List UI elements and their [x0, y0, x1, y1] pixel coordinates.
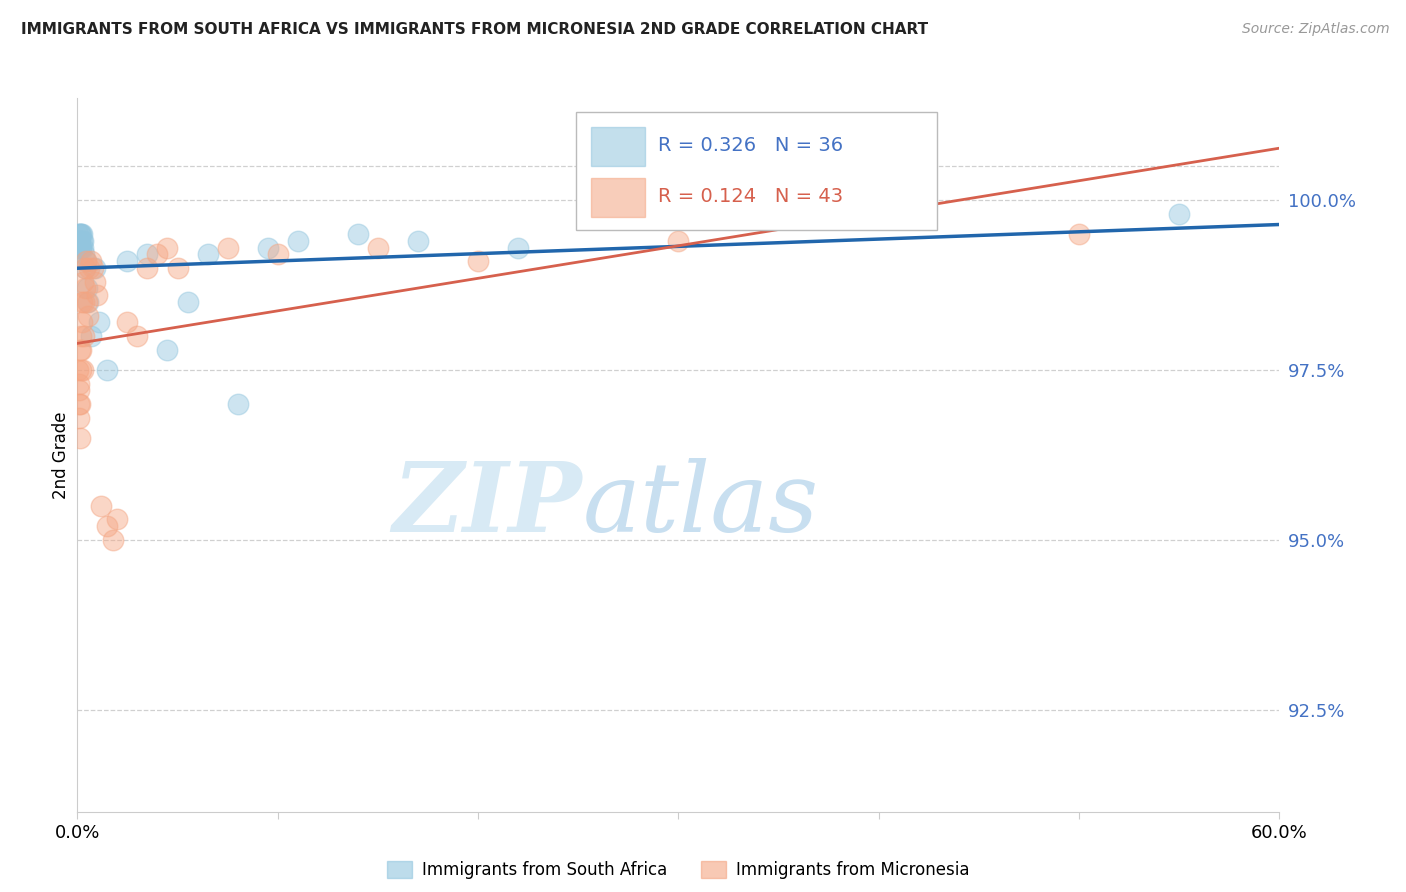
Point: [89, 315, 111, 329]
Point: [72, 275, 94, 289]
Point: [73, 329, 96, 343]
Point: [82, 260, 104, 275]
Point: [217, 241, 239, 255]
Point: [75, 254, 97, 268]
Point: [67, 397, 90, 411]
Point: [80, 254, 103, 268]
Text: Source: ZipAtlas.com: Source: ZipAtlas.com: [1241, 22, 1389, 37]
Point: [69, 343, 91, 357]
Point: [86, 288, 108, 302]
Point: [75, 260, 97, 275]
Y-axis label: 2nd Grade: 2nd Grade: [52, 411, 70, 499]
Legend: Immigrants from South Africa, Immigrants from Micronesia: Immigrants from South Africa, Immigrants…: [381, 854, 976, 886]
Point: [156, 241, 179, 255]
Point: [69, 363, 91, 377]
Point: [73, 247, 96, 261]
Point: [668, 234, 690, 248]
Text: R = 0.326   N = 36: R = 0.326 N = 36: [658, 136, 844, 155]
Point: [84, 275, 107, 289]
Point: [69, 227, 91, 241]
Point: [367, 241, 389, 255]
Point: [69, 227, 91, 241]
Point: [117, 254, 139, 268]
Point: [136, 260, 159, 275]
Point: [1069, 227, 1091, 241]
Point: [70, 241, 93, 255]
Point: [347, 227, 370, 241]
Point: [69, 397, 91, 411]
Point: [96, 363, 118, 377]
Point: [69, 241, 91, 255]
Point: [136, 247, 159, 261]
Point: [67, 234, 90, 248]
Point: [197, 247, 219, 261]
Point: [72, 234, 94, 248]
FancyBboxPatch shape: [576, 112, 936, 230]
Point: [70, 227, 93, 241]
Point: [467, 254, 489, 268]
Point: [76, 281, 98, 295]
Point: [90, 499, 112, 513]
Point: [75, 260, 97, 275]
Point: [67, 241, 90, 255]
Point: [70, 329, 93, 343]
Point: [103, 533, 125, 547]
Point: [69, 431, 91, 445]
Point: [226, 397, 249, 411]
Point: [117, 315, 139, 329]
Point: [67, 241, 90, 255]
Point: [176, 295, 198, 310]
Text: ZIP: ZIP: [392, 458, 582, 552]
Point: [73, 281, 96, 295]
Text: IMMIGRANTS FROM SOUTH AFRICA VS IMMIGRANTS FROM MICRONESIA 2ND GRADE CORRELATION: IMMIGRANTS FROM SOUTH AFRICA VS IMMIGRAN…: [21, 22, 928, 37]
Text: R = 0.124   N = 43: R = 0.124 N = 43: [658, 187, 844, 206]
Point: [67, 376, 90, 391]
Point: [406, 234, 429, 248]
Point: [72, 227, 94, 241]
Point: [69, 234, 91, 248]
Point: [76, 295, 98, 310]
Point: [67, 363, 90, 377]
Point: [96, 519, 118, 533]
Point: [67, 410, 90, 425]
Point: [508, 241, 530, 255]
Point: [77, 309, 100, 323]
Point: [72, 241, 94, 255]
Point: [84, 260, 107, 275]
Text: atlas: atlas: [582, 458, 818, 552]
Point: [77, 295, 100, 310]
Bar: [591, 127, 645, 166]
Point: [75, 254, 97, 268]
Point: [73, 295, 96, 310]
Point: [67, 384, 90, 398]
Point: [72, 363, 94, 377]
Point: [1168, 207, 1191, 221]
Point: [146, 247, 169, 261]
Point: [267, 247, 290, 261]
Point: [72, 295, 94, 310]
Point: [70, 343, 93, 357]
Point: [107, 512, 129, 526]
Point: [166, 260, 188, 275]
Point: [80, 329, 103, 343]
Bar: [591, 178, 645, 218]
Point: [67, 227, 90, 241]
Point: [70, 234, 93, 248]
Point: [70, 315, 93, 329]
Point: [156, 343, 179, 357]
Point: [67, 234, 90, 248]
Point: [79, 260, 101, 275]
Point: [287, 234, 309, 248]
Point: [127, 329, 149, 343]
Point: [256, 241, 278, 255]
